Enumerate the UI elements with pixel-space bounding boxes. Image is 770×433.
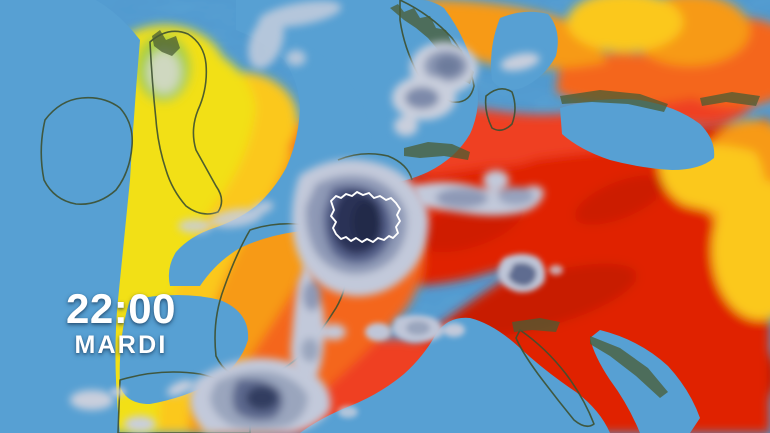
- terrain-italy-alps: [512, 318, 560, 332]
- cloud-east-band-core-1: [436, 188, 488, 208]
- cloud-pyrenees-wisp-1: [167, 379, 193, 397]
- temp-blob-extreme-1: [448, 114, 552, 166]
- cloud-belgium-core-2: [352, 200, 380, 244]
- cloud-northsea-2: [248, 15, 284, 69]
- cloud-jutland-small: [394, 116, 418, 136]
- terrain-croatia: [590, 336, 668, 398]
- cloud-jutland-core: [405, 87, 439, 109]
- sea-mediterranean: [300, 317, 610, 433]
- cloud-france-core-2: [301, 338, 319, 362]
- coast-lowlands: [337, 152, 413, 181]
- cloud-pyrenees-wisp-2: [124, 416, 156, 432]
- cloud-alps-1-core: [508, 262, 537, 286]
- belgium-outline: [330, 191, 401, 243]
- cloud-northsea-3: [286, 50, 306, 66]
- cloud-speck-3: [549, 265, 563, 275]
- cloud-east-blob: [483, 170, 509, 190]
- sea-baltic: [560, 99, 715, 170]
- cloud-cover-layer: [70, 0, 563, 433]
- cloud-alps-4: [443, 323, 465, 337]
- cloud-channel-3: [250, 201, 274, 215]
- temp-blob-tres-frais: [147, 50, 181, 94]
- cloud-spain-patch: [70, 390, 114, 410]
- cloud-baltic-wisp: [500, 53, 540, 71]
- coast-denmark: [484, 88, 516, 132]
- cloud-alps-2-core: [406, 321, 430, 335]
- cloud-speck-2: [338, 406, 358, 418]
- cloud-france-core-1: [303, 281, 321, 311]
- temp-blob-deep-3: [574, 175, 666, 225]
- cloud-pyrenees-dense: [246, 386, 278, 410]
- cloud-alps-3: [365, 323, 391, 341]
- cloud-east-band-core-2: [498, 187, 534, 205]
- temp-blob-deep-1: [453, 263, 637, 337]
- coast-ireland: [40, 96, 134, 206]
- temp-blob-ch-3: [567, 0, 683, 52]
- cloud-denmark-core: [435, 56, 461, 76]
- temp-blob-ch-2: [712, 180, 770, 320]
- sea-atlantic: [0, 0, 140, 433]
- terrain-baltic-coast: [560, 90, 668, 112]
- terrain-estonia: [700, 92, 760, 106]
- cloud-france-wisp: [322, 324, 346, 340]
- terrain-german-coast: [404, 142, 470, 160]
- cloud-speck-1: [110, 387, 126, 397]
- country-border-layer: [330, 191, 401, 243]
- terrain-scotland: [152, 30, 180, 56]
- coast-britain: [149, 30, 223, 215]
- coast-italy: [515, 329, 595, 428]
- cloud-channel-2: [178, 219, 212, 233]
- cloud-channel-1: [210, 208, 262, 228]
